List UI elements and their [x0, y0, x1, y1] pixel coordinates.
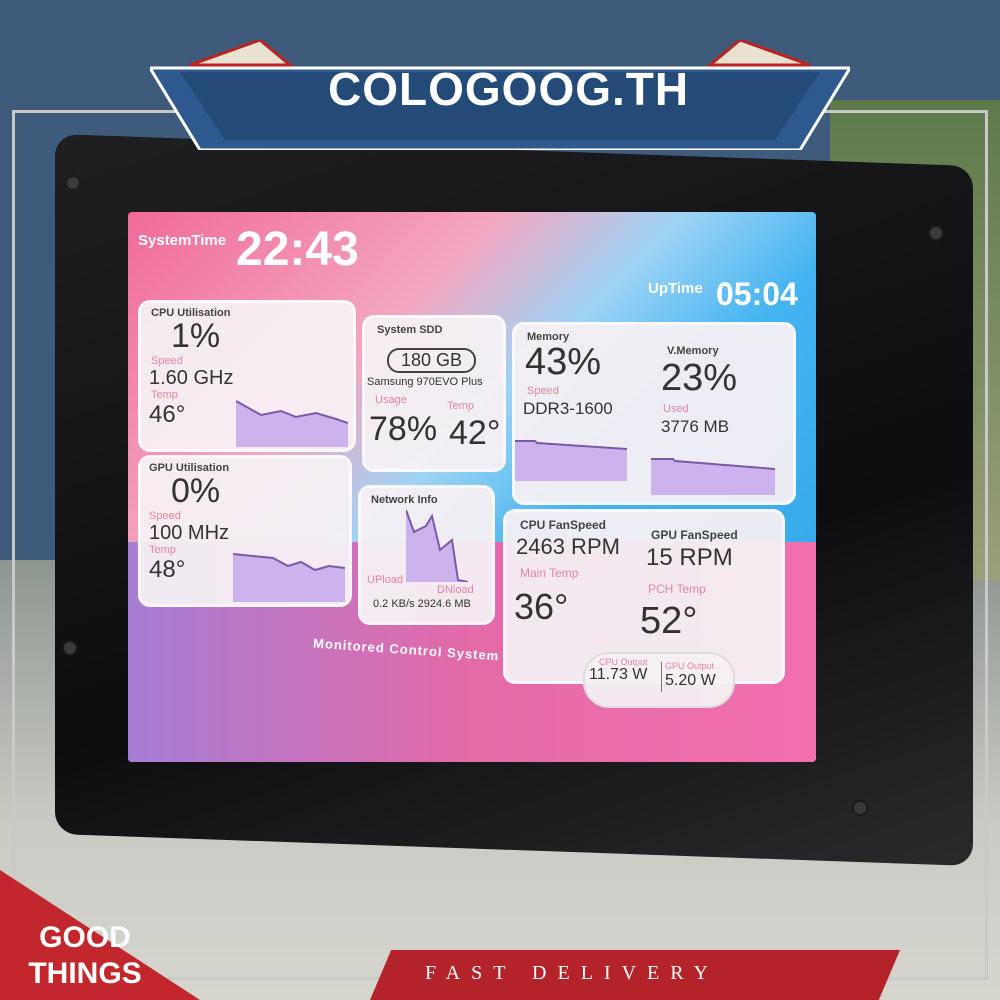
gpu-speed: 100 MHz [149, 522, 230, 544]
cpu-usage: 1% [171, 317, 221, 355]
main-temp: 36° [514, 586, 569, 627]
pch-temp: 52° [640, 600, 698, 642]
main-temp-label: Main Temp [520, 566, 579, 580]
cpu-usage-graph [236, 400, 348, 447]
gpu-output-label: GPU Output [665, 661, 715, 671]
download-total: 2924.6 MB [417, 598, 471, 610]
uptime-value: 05:04 [716, 276, 798, 312]
ssd-model: Samsung 970EVO Plus [367, 376, 483, 388]
vmemory-usage: 23% [661, 357, 738, 399]
graph-area [515, 441, 627, 481]
cpu-temp: 46° [149, 401, 186, 428]
gpu-usage: 0% [171, 472, 221, 510]
graph-area [651, 459, 775, 495]
ssd-temp-label: Temp [447, 400, 474, 412]
memory-card: Memory 43% Speed DDR3-1600 V.Memory 23% … [512, 322, 796, 505]
vmemory-used-label: Used [663, 403, 689, 415]
gpu-output: 5.20 W [665, 672, 716, 689]
graph-line [515, 440, 627, 450]
network-card: Network Info UPload DNload 0.2 KB/s 2924… [358, 485, 495, 625]
monitor-screen: SystemTime 22:43 UpTime 05:04 CPU Utilis… [128, 212, 816, 762]
gpu-speed-label: Speed [149, 510, 181, 522]
cpu-fan-label: CPU FanSpeed [520, 518, 607, 532]
cpu-fan-speed: 2463 RPM [516, 534, 620, 559]
cpu-speed-label: Speed [151, 355, 183, 367]
cpu-title: CPU Utilisation [151, 307, 231, 319]
memory-graph [515, 440, 627, 481]
cpu-output-label: CPU Output [599, 657, 648, 667]
gpu-fan-speed: 15 RPM [646, 544, 733, 571]
cpu-speed: 1.60 GHz [149, 367, 234, 389]
memory-speed: DDR3-1600 [523, 399, 613, 418]
cpu-card: CPU Utilisation 1% Speed 1.60 GHz Temp 4… [138, 300, 356, 452]
cpu-temp-label: Temp [151, 389, 178, 401]
graph-area [406, 510, 468, 582]
screw [852, 800, 868, 816]
memory-title: Memory [527, 331, 570, 343]
uptime-label: UpTime [648, 280, 703, 297]
graph-line [406, 510, 468, 582]
delivery-strip [370, 950, 900, 1000]
gpu-title: GPU Utilisation [149, 462, 230, 474]
ssd-capacity: 180 GB [387, 348, 477, 373]
ssd-usage: 78% [369, 410, 438, 448]
brand-banner [150, 40, 850, 150]
cpu-output: 11.73 W [589, 666, 648, 683]
download-label: DNload [437, 584, 474, 596]
gpu-temp-label: Temp [149, 544, 176, 556]
graph-area [233, 554, 345, 602]
gpu-usage-graph [233, 553, 345, 602]
gpu-card: GPU Utilisation 0% Speed 100 MHz Temp 48… [138, 455, 352, 607]
upload-speed: 0.2 KB/s [373, 598, 415, 610]
network-title: Network Info [371, 494, 438, 506]
good-things-badge: GOOD THINGS [28, 921, 142, 990]
system-time-value: 22:43 [236, 223, 359, 276]
divider [661, 662, 662, 692]
system-time-label: SystemTime [138, 232, 227, 249]
ssd-title: System SDD [377, 324, 443, 336]
graph-line [236, 400, 348, 424]
vmemory-graph [651, 458, 775, 495]
vmemory-used: 3776 MB [661, 417, 730, 436]
network-values: 0.2 KB/s 2924.6 MB [373, 598, 471, 610]
pch-temp-label: PCH Temp [648, 582, 706, 596]
memory-usage: 43% [525, 341, 602, 383]
ssd-usage-label: Usage [375, 394, 407, 406]
upload-label: UPload [367, 574, 404, 586]
screw [65, 175, 81, 191]
gpu-fan-label: GPU FanSpeed [651, 528, 738, 542]
screw [62, 640, 78, 656]
network-graph [406, 510, 468, 582]
memory-speed-label: Speed [527, 385, 559, 397]
ssd-temp: 42° [449, 414, 501, 452]
gpu-temp: 48° [149, 556, 186, 583]
vmemory-title: V.Memory [667, 345, 719, 357]
graph-line [233, 553, 345, 572]
brand-name: COLOGOOG.TH [328, 63, 690, 115]
power-output-pill: CPU Output 11.73 W GPU Output 5.20 W [583, 652, 735, 708]
screw [928, 225, 944, 241]
graph-area [236, 401, 348, 447]
ssd-card: System SDD 180 GB Samsung 970EVO Plus Us… [362, 315, 506, 472]
fast-delivery-text: FAST DELIVERY [425, 962, 719, 984]
graph-line [651, 458, 775, 470]
